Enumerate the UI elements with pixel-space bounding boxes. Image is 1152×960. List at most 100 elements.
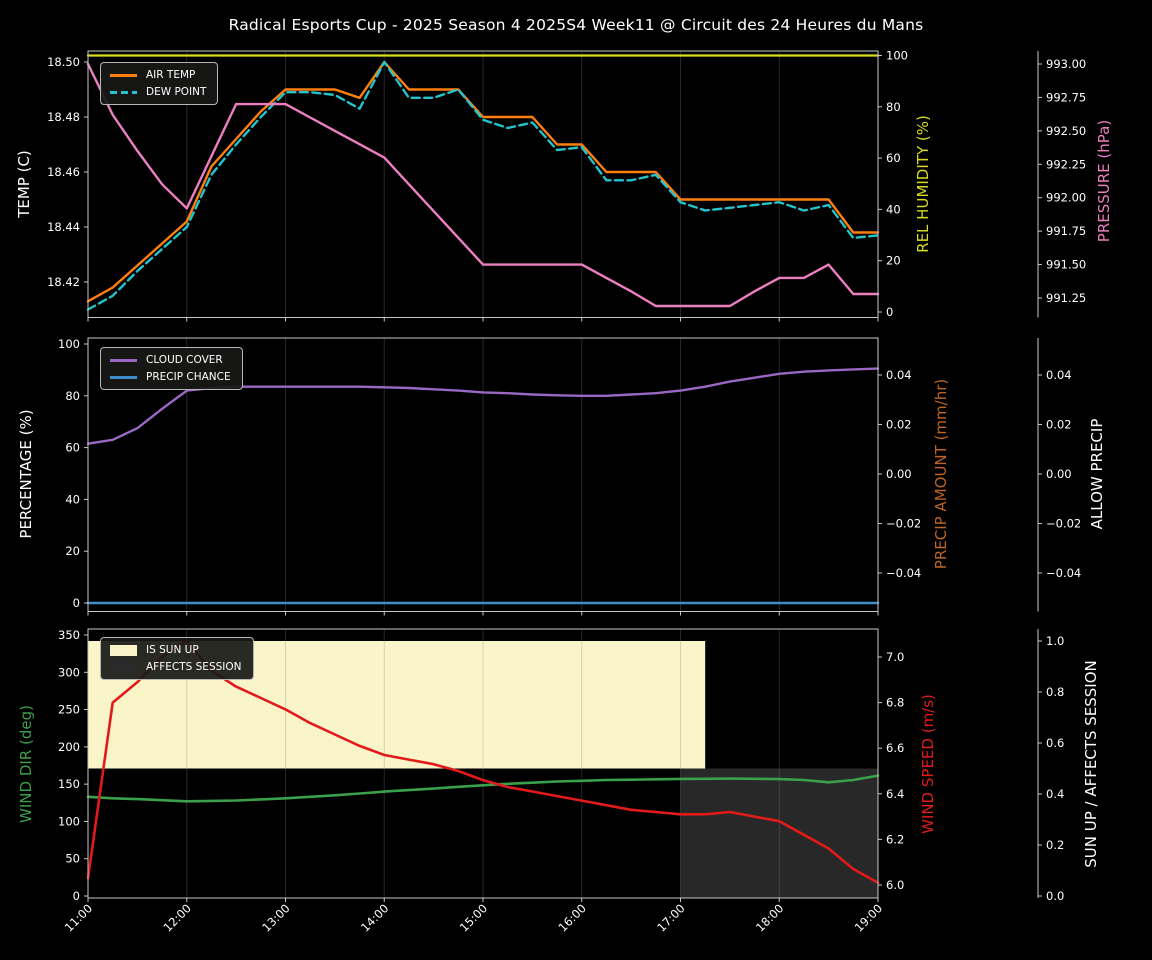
tick-label: 6.6: [886, 741, 904, 755]
tick-label: 991.50: [1046, 258, 1086, 272]
tick-label: 0.4: [1046, 787, 1064, 801]
tick-label: 80: [65, 389, 80, 403]
tick-label: 6.4: [886, 787, 904, 801]
tick-label: 100: [886, 49, 908, 63]
axis-label-allow-precip: ALLOW PRECIP: [1088, 418, 1106, 530]
tick-label: 6.8: [886, 696, 904, 710]
x-tick-label: 15:00: [457, 901, 490, 934]
x-tick-label: 11:00: [62, 901, 95, 934]
axis-label-wind-speed: WIND SPEED (m/s): [919, 694, 937, 834]
tick-label: 50: [65, 852, 80, 866]
tick-label: 100: [58, 337, 80, 351]
axis-label-percentage: PERCENTAGE (%): [17, 409, 35, 539]
tick-label: 0: [73, 889, 80, 903]
legend-wind-chart: IS SUN UP AFFECTS SESSION: [100, 637, 254, 681]
legend-label: IS SUN UP: [146, 644, 199, 656]
axis-label-precip-amount: PRECIP AMOUNT (mm/hr): [932, 378, 950, 570]
tick-label: 200: [58, 740, 80, 754]
tick-label: 0: [73, 596, 80, 610]
affects-session-patch-swatch: [110, 661, 137, 673]
tick-label: 0.04: [1046, 368, 1072, 382]
tick-label: 0.2: [1046, 838, 1064, 852]
tick-label: 60: [65, 441, 80, 455]
tick-label: 0.6: [1046, 736, 1064, 750]
tick-label: 6.0: [886, 878, 904, 892]
precip-chance-line-swatch: [110, 375, 137, 379]
tick-label: 18.44: [47, 220, 80, 234]
tick-label: 0: [886, 305, 893, 319]
x-tick-label: 13:00: [259, 901, 292, 934]
tick-label: 991.25: [1046, 291, 1086, 305]
axis-label-sun-up: SUN UP / AFFECTS SESSION: [1082, 660, 1100, 868]
series-dew-point: [86, 60, 880, 311]
tick-label: 250: [58, 703, 80, 717]
legend-item: AIR TEMP: [110, 69, 206, 81]
legend-percentage-chart: CLOUD COVER PRECIP CHANCE: [100, 347, 243, 391]
axis-label-wind-dir: WIND DIR (deg): [17, 705, 35, 823]
tick-label: 300: [58, 665, 80, 679]
tick-label: 150: [58, 777, 80, 791]
tick-label: 0.02: [1046, 418, 1072, 432]
tick-label: 6.2: [886, 832, 904, 846]
tick-label: 0.04: [886, 368, 912, 382]
x-tick-label: 17:00: [654, 901, 687, 934]
tick-label: 20: [886, 254, 901, 268]
tick-label: 100: [58, 814, 80, 828]
tick-label: 993.00: [1046, 57, 1086, 71]
tick-label: −0.02: [1046, 517, 1081, 531]
air-temp-line-swatch: [110, 73, 137, 77]
legend-item: PRECIP CHANCE: [110, 371, 231, 383]
legend-item: CLOUD COVER: [110, 354, 231, 366]
tick-label: 1.0: [1046, 634, 1064, 648]
tick-label: 992.00: [1046, 191, 1086, 205]
tick-label: 0.00: [886, 467, 912, 481]
tick-label: −0.02: [886, 517, 921, 531]
legend-label: AIR TEMP: [146, 69, 196, 81]
tick-label: 0.02: [886, 418, 912, 432]
tick-label: 992.25: [1046, 157, 1086, 171]
axis-label-humidity: REL HUMIDITY (%): [914, 115, 932, 253]
tick-label: 991.75: [1046, 224, 1086, 238]
series-air-temp: [86, 60, 880, 303]
tick-label: 7.0: [886, 650, 904, 664]
legend-item: AFFECTS SESSION: [110, 661, 242, 673]
tick-label: 992.50: [1046, 124, 1086, 138]
x-tick-label: 14:00: [358, 901, 391, 934]
tick-label: 18.46: [47, 165, 80, 179]
legend-label: DEW POINT: [146, 86, 207, 99]
band-affects-session: [680, 768, 878, 898]
tick-label: 0.00: [1046, 467, 1072, 481]
legend-temp-chart: AIR TEMP DEW POINT: [100, 62, 219, 106]
tick-label: 18.42: [47, 275, 80, 289]
cloud-cover-line-swatch: [110, 358, 137, 362]
dew-point-line-swatch: [110, 90, 137, 94]
axis-label-pressure: PRESSURE (hPa): [1095, 119, 1113, 243]
tick-label: 0.8: [1046, 685, 1064, 699]
tick-label: 992.75: [1046, 90, 1086, 104]
legend-label: CLOUD COVER: [146, 354, 223, 366]
axis-label-temp: TEMP (C): [15, 150, 33, 218]
x-tick-label: 18:00: [753, 901, 786, 934]
tick-label: 20: [65, 544, 80, 558]
page-title: Radical Esports Cup - 2025 Season 4 2025…: [228, 16, 924, 34]
legend-label: AFFECTS SESSION: [146, 661, 242, 674]
x-tick-label: 19:00: [852, 901, 885, 934]
legend-item: DEW POINT: [110, 86, 206, 98]
legend-item: IS SUN UP: [110, 644, 242, 656]
tick-label: 18.48: [47, 110, 80, 124]
tick-label: 40: [886, 202, 901, 216]
series-pressure: [86, 62, 880, 308]
tick-label: 18.50: [47, 55, 80, 69]
series-wind-dir: [86, 774, 880, 803]
tick-label: −0.04: [886, 566, 921, 580]
tick-label: 80: [886, 100, 901, 114]
tick-label: 60: [886, 151, 901, 165]
tick-label: −0.04: [1046, 566, 1081, 580]
x-tick-label: 12:00: [161, 901, 194, 934]
legend-label: PRECIP CHANCE: [146, 371, 231, 384]
tick-label: 350: [58, 628, 80, 642]
tick-label: 40: [65, 492, 80, 506]
x-tick-label: 16:00: [556, 901, 589, 934]
